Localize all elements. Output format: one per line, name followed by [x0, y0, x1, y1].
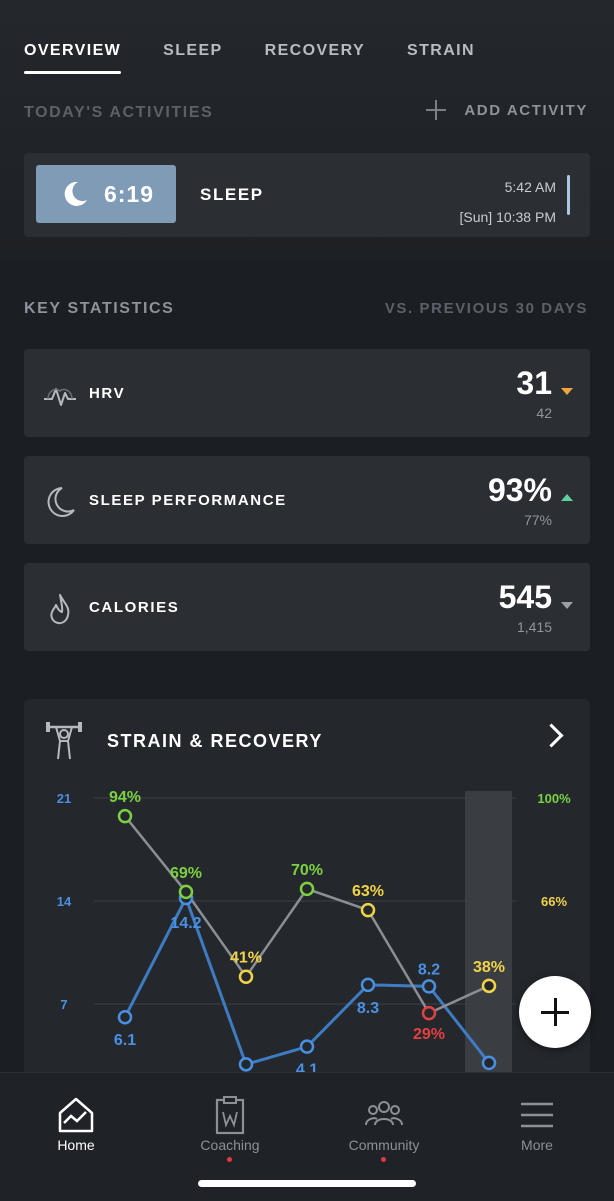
recovery-label: 29% — [413, 1026, 445, 1043]
recovery-point — [299, 881, 315, 897]
strain-point — [299, 1039, 315, 1054]
notification-dot — [381, 1157, 386, 1162]
add-fab-button[interactable] — [519, 976, 591, 1048]
strain-label: 8.2 — [418, 961, 440, 978]
recovery-point — [360, 902, 376, 918]
tab-sleep[interactable]: SLEEP — [163, 42, 223, 59]
notification-dot — [227, 1157, 232, 1162]
tab-recovery[interactable]: RECOVERY — [264, 42, 366, 59]
nav-label: More — [521, 1137, 553, 1153]
add-activity-button[interactable]: ADD ACTIVITY — [426, 100, 588, 120]
recovery-label: 63% — [352, 883, 384, 900]
key-stats-title: KEY STATISTICS — [24, 300, 175, 317]
bottom-nav: Home Coaching Community More — [0, 1072, 614, 1201]
clipboard-icon — [215, 1096, 245, 1135]
weightlifter-icon — [46, 722, 82, 760]
key-stats-compare: VS. PREVIOUS 30 DAYS — [384, 300, 588, 317]
recovery-label: 70% — [291, 862, 323, 879]
recovery-point — [117, 808, 133, 824]
trend-down-icon — [561, 388, 573, 395]
tab-overview[interactable]: OVERVIEW — [24, 42, 122, 74]
trend-down-icon — [561, 602, 573, 609]
activity-times: 5:42 AM [Sun] 10:38 PM — [459, 172, 556, 232]
strain-label: 8.3 — [357, 1000, 379, 1017]
strain-point — [481, 1055, 497, 1071]
strain-point — [421, 979, 437, 994]
recovery-label: 38% — [473, 959, 505, 976]
menu-icon — [521, 1102, 553, 1128]
stat-value: 93% — [487, 472, 552, 508]
activity-label: SLEEP — [200, 185, 264, 204]
plus-icon — [426, 100, 447, 120]
left-axis-tick: 21 — [57, 791, 71, 806]
tab-strain[interactable]: STRAIN — [407, 42, 475, 59]
stat-value: 31 — [516, 365, 552, 401]
activity-card-sleep[interactable]: 6:19 SLEEP 5:42 AM [Sun] 10:38 PM — [24, 153, 590, 237]
add-activity-label: ADD ACTIVITY — [464, 101, 588, 119]
stat-previous: 1,415 — [516, 619, 552, 635]
nav-label: Coaching — [200, 1137, 260, 1153]
strain-point — [117, 1009, 133, 1025]
left-axis-tick: 14 — [57, 894, 72, 909]
nav-label: Home — [57, 1137, 95, 1153]
strain-point — [360, 977, 376, 993]
recovery-label: 94% — [109, 789, 141, 806]
sleep-duration-pill: 6:19 — [36, 165, 176, 223]
stat-label: CALORIES — [89, 599, 180, 616]
activity-start-time: [Sun] 10:38 PM — [459, 209, 556, 225]
sleep-duration: 6:19 — [103, 180, 155, 207]
left-axis-tick: 7 — [60, 997, 67, 1012]
recovery-label: 41% — [230, 950, 262, 967]
people-icon — [365, 1101, 403, 1126]
recovery-label: 69% — [170, 865, 202, 882]
hrv-icon — [44, 388, 76, 406]
stat-card-sleep-performance[interactable]: SLEEP PERFORMANCE 93% 77% — [24, 456, 590, 544]
activity-timeline-bar — [567, 175, 570, 215]
moon-icon — [64, 181, 87, 206]
stat-value: 545 — [498, 579, 552, 615]
recovery-point — [481, 978, 497, 994]
right-axis-tick: 100% — [537, 791, 571, 806]
stat-previous: 77% — [523, 512, 552, 528]
stat-label: SLEEP PERFORMANCE — [89, 492, 287, 509]
stat-card-hrv[interactable]: HRV 31 42 — [24, 349, 590, 437]
strain-recovery-card[interactable]: STRAIN & RECOVERY 21 14 7 100% 66% 6.1 14.2 4.1… — [24, 699, 590, 1099]
recovery-point — [238, 969, 254, 984]
home-indicator — [198, 1180, 416, 1187]
strain-point — [238, 1057, 254, 1072]
current-day-highlight — [465, 791, 512, 1099]
strain-label: 6.1 — [114, 1032, 136, 1049]
activities-title: TODAY'S ACTIVITIES — [24, 104, 214, 121]
home-chart-icon — [58, 1097, 94, 1133]
chart-title: STRAIN & RECOVERY — [107, 731, 323, 751]
recovery-point — [421, 1005, 437, 1021]
strain-label: 14.2 — [170, 915, 201, 932]
stat-previous: 42 — [536, 405, 552, 421]
trend-up-icon — [561, 494, 573, 501]
right-axis-tick: 66% — [541, 894, 567, 909]
moon-outline-icon — [47, 487, 75, 517]
recovery-point — [178, 884, 194, 900]
tab-bar: OVERVIEW SLEEP RECOVERY STRAIN — [24, 42, 517, 74]
activity-end-time: 5:42 AM — [504, 179, 556, 195]
strain-recovery-chart: 21147100%66%6.114.24.18.38.294%69%41%70%… — [57, 789, 571, 1099]
flame-icon — [50, 594, 70, 625]
nav-label: Community — [348, 1137, 420, 1153]
stat-card-calories[interactable]: CALORIES 545 1,415 — [24, 563, 590, 651]
stat-label: HRV — [89, 385, 126, 402]
